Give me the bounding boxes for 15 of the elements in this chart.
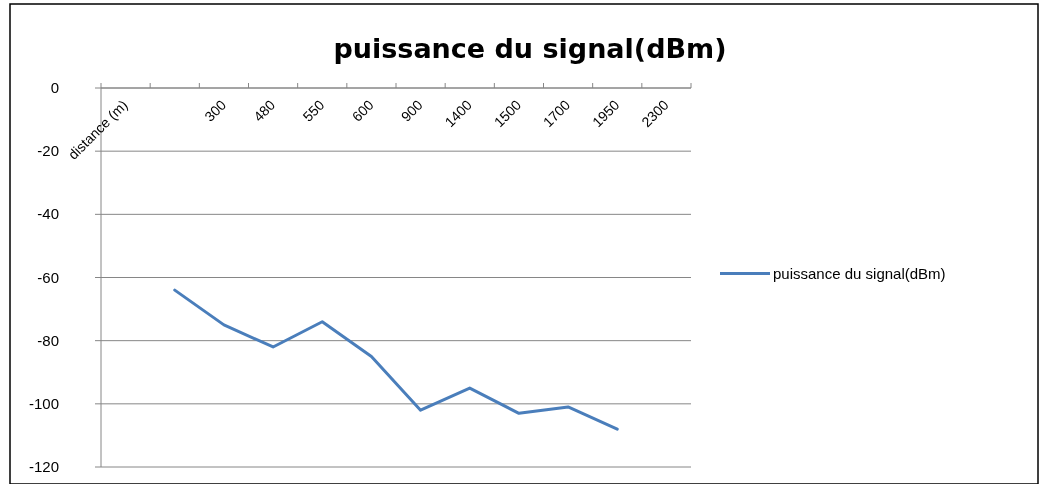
x-tick-label: 550 [299,96,328,125]
x-tick-label: 300 [201,96,230,125]
y-tick-label: -100 [28,394,59,412]
y-tick-label: -20 [37,142,59,160]
y-tick-label: -80 [37,331,59,349]
legend-label: puissance du signal(dBm) [773,264,946,282]
chart-title: puissance du signal(dBm) [333,33,727,64]
x-tick-label: 900 [397,96,426,125]
line-series [173,288,619,431]
y-tick-label: -40 [37,205,59,223]
x-tick-label: 480 [250,96,279,125]
y-tick-label: -60 [37,268,59,286]
y-tick-label: 0 [50,79,59,96]
x-tick-label: 600 [348,96,377,125]
y-tick-label: -120 [28,458,59,475]
